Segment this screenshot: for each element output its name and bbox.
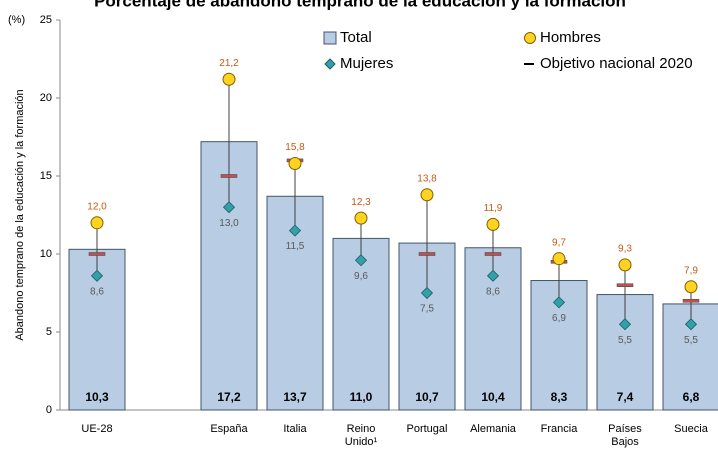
x-tick-label: Reino Unido¹ bbox=[344, 423, 378, 448]
x-tick-label: Alemania bbox=[470, 423, 516, 435]
mujeres-label: 11,5 bbox=[286, 241, 305, 252]
mujeres-label: 8,6 bbox=[90, 286, 104, 297]
unit-label: (%) bbox=[8, 14, 25, 26]
hombres-marker bbox=[354, 211, 368, 225]
hombres-label: 12,3 bbox=[351, 197, 371, 208]
legend-swatch bbox=[324, 58, 336, 70]
target-marker bbox=[418, 252, 436, 256]
y-tick-label: 5 bbox=[46, 326, 52, 338]
total-label: 13,7 bbox=[283, 390, 307, 404]
mujeres-marker bbox=[420, 286, 434, 300]
hombres-label: 9,3 bbox=[618, 244, 632, 255]
x-tick-label: Italia bbox=[283, 423, 307, 435]
mujeres-label: 6,9 bbox=[552, 313, 566, 324]
total-label: 7,4 bbox=[617, 390, 634, 404]
mujeres-marker bbox=[354, 254, 368, 267]
hombres-label: 13,8 bbox=[417, 173, 437, 184]
total-label: 10,7 bbox=[415, 390, 439, 404]
legend-label: Mujeres bbox=[340, 55, 393, 72]
mujeres-label: 9,6 bbox=[354, 271, 368, 282]
legend-swatch bbox=[323, 31, 337, 45]
mujeres-marker bbox=[684, 318, 698, 331]
bar bbox=[332, 237, 390, 411]
x-tick-label: Suecia bbox=[674, 423, 708, 435]
mujeres-marker bbox=[486, 269, 500, 282]
y-tick-label: 15 bbox=[40, 170, 52, 182]
mujeres-label: 7,5 bbox=[420, 304, 434, 315]
mujeres-marker bbox=[90, 269, 104, 282]
hombres-marker bbox=[288, 157, 302, 171]
legend-label: Total bbox=[340, 29, 372, 46]
mujeres-label: 13,0 bbox=[219, 218, 239, 229]
y-tick-label: 25 bbox=[40, 14, 52, 26]
mujeres-marker bbox=[222, 201, 236, 214]
x-tick-label: Portugal bbox=[406, 423, 448, 435]
y-axis-label: Abandono temprano de la educación y la f… bbox=[14, 89, 26, 340]
target-marker bbox=[616, 283, 634, 287]
hombres-label: 9,7 bbox=[552, 237, 566, 248]
x-tick-label: Países Bajos bbox=[608, 423, 642, 448]
x-tick-label: Francia bbox=[540, 423, 578, 435]
target-marker bbox=[220, 174, 238, 178]
y-tick-label: 0 bbox=[46, 404, 52, 416]
x-tick-label: UE-28 bbox=[81, 423, 113, 435]
total-label: 6,8 bbox=[683, 390, 700, 404]
hombres-marker bbox=[618, 258, 632, 272]
hombres-marker bbox=[486, 217, 500, 231]
mujeres-marker bbox=[618, 318, 632, 331]
mujeres-label: 5,5 bbox=[684, 335, 698, 346]
hombres-label: 12,0 bbox=[87, 201, 107, 212]
hombres-label: 7,9 bbox=[684, 265, 698, 276]
hombres-marker bbox=[222, 72, 236, 86]
mujeres-marker bbox=[552, 296, 566, 309]
y-tick-label: 10 bbox=[40, 248, 52, 260]
total-label: 17,2 bbox=[217, 390, 241, 404]
legend-swatch bbox=[524, 32, 536, 44]
target-marker bbox=[88, 252, 106, 256]
hombres-marker bbox=[420, 188, 434, 202]
total-label: 11,0 bbox=[350, 390, 373, 404]
hombres-label: 15,8 bbox=[285, 142, 305, 153]
y-tick-label: 20 bbox=[40, 92, 52, 104]
hombres-marker bbox=[90, 216, 104, 230]
mujeres-label: 8,6 bbox=[486, 286, 500, 297]
chart-title: Porcentaje de abandono temprano de la ed… bbox=[94, 0, 626, 10]
mujeres-label: 5,5 bbox=[618, 335, 632, 346]
legend-label: Objetivo nacional 2020 bbox=[540, 55, 693, 72]
legend-swatch bbox=[524, 63, 534, 65]
total-label: 8,3 bbox=[551, 390, 568, 404]
hombres-label: 11,9 bbox=[484, 203, 503, 214]
hombres-marker bbox=[552, 252, 566, 266]
total-label: 10,3 bbox=[85, 390, 109, 404]
target-marker bbox=[484, 252, 502, 256]
x-tick-label: España bbox=[210, 423, 248, 435]
hombres-marker bbox=[684, 280, 698, 294]
mujeres-marker bbox=[288, 224, 302, 237]
target-marker bbox=[682, 299, 700, 303]
hombres-label: 21,2 bbox=[219, 58, 239, 69]
total-label: 10,4 bbox=[481, 390, 505, 404]
legend-label: Hombres bbox=[540, 29, 601, 46]
